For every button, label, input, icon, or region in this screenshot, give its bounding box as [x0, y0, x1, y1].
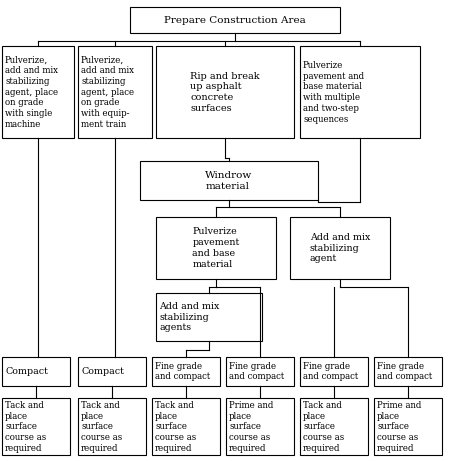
Bar: [226, 398, 294, 455]
Text: Windrow
material: Windrow material: [205, 171, 253, 190]
Bar: [156, 217, 276, 279]
Text: Fine grade
and compact: Fine grade and compact: [155, 362, 210, 381]
Text: Prepare Construction Area: Prepare Construction Area: [164, 16, 306, 25]
Text: Pulverize
pavement
and base
material: Pulverize pavement and base material: [192, 227, 240, 269]
Bar: [78, 357, 146, 386]
Bar: [156, 293, 262, 341]
Bar: [152, 357, 220, 386]
Text: Compact: Compact: [81, 367, 124, 376]
Bar: [78, 398, 146, 455]
Bar: [300, 46, 420, 138]
Text: Add and mix
stabilizing
agents: Add and mix stabilizing agents: [159, 302, 219, 332]
Text: Fine grade
and compact: Fine grade and compact: [303, 362, 358, 381]
Text: Pulverize
pavement and
base material
with multiple
and two-step
sequences: Pulverize pavement and base material wit…: [303, 61, 364, 124]
Bar: [226, 357, 294, 386]
Text: Tack and
place
surface
course as
required: Tack and place surface course as require…: [5, 401, 46, 453]
Text: Pulverize,
add and mix
stabilizing
agent, place
on grade
with equip-
ment train: Pulverize, add and mix stabilizing agent…: [81, 55, 134, 129]
Bar: [2, 46, 74, 138]
Bar: [140, 161, 318, 200]
Bar: [374, 398, 442, 455]
Bar: [152, 398, 220, 455]
Bar: [290, 217, 390, 279]
Text: Compact: Compact: [5, 367, 48, 376]
Bar: [156, 46, 294, 138]
Text: Fine grade
and compact: Fine grade and compact: [229, 362, 284, 381]
Bar: [2, 357, 70, 386]
Text: Pulverize,
add and mix
stabilizing
agent, place
on grade
with single
machine: Pulverize, add and mix stabilizing agent…: [5, 55, 58, 129]
Bar: [300, 398, 368, 455]
Text: Prime and
place
surface
course as
required: Prime and place surface course as requir…: [229, 401, 274, 453]
Text: Prime and
place
surface
course as
required: Prime and place surface course as requir…: [377, 401, 422, 453]
Text: Fine grade
and compact: Fine grade and compact: [377, 362, 432, 381]
Text: Rip and break
up asphalt
concrete
surfaces: Rip and break up asphalt concrete surfac…: [190, 71, 260, 113]
Text: Tack and
place
surface
course as
required: Tack and place surface course as require…: [303, 401, 344, 453]
Bar: [300, 357, 368, 386]
Text: Tack and
place
surface
course as
required: Tack and place surface course as require…: [81, 401, 122, 453]
Text: Add and mix
stabilizing
agent: Add and mix stabilizing agent: [310, 233, 370, 263]
Bar: [2, 398, 70, 455]
Bar: [78, 46, 152, 138]
Bar: [130, 7, 340, 33]
Bar: [374, 357, 442, 386]
Text: Tack and
place
surface
course as
required: Tack and place surface course as require…: [155, 401, 196, 453]
